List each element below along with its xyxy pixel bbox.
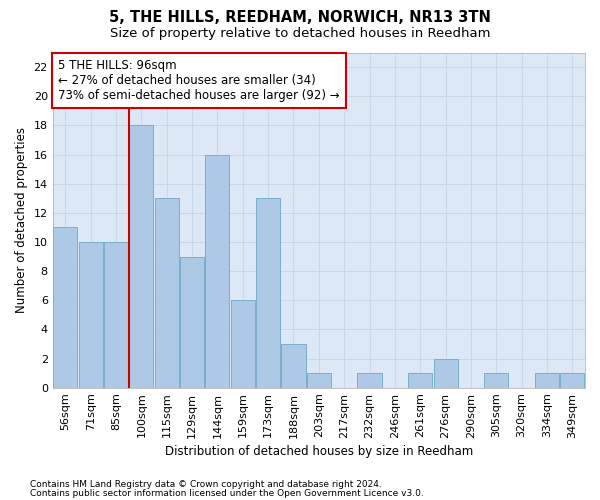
Text: Contains public sector information licensed under the Open Government Licence v3: Contains public sector information licen… [30, 488, 424, 498]
Bar [205, 154, 229, 388]
Text: Size of property relative to detached houses in Reedham: Size of property relative to detached ho… [110, 28, 490, 40]
X-axis label: Distribution of detached houses by size in Reedham: Distribution of detached houses by size … [165, 444, 473, 458]
Bar [281, 344, 305, 388]
Text: 5, THE HILLS, REEDHAM, NORWICH, NR13 3TN: 5, THE HILLS, REEDHAM, NORWICH, NR13 3TN [109, 10, 491, 25]
Bar [560, 373, 584, 388]
Bar [434, 358, 458, 388]
Bar [307, 373, 331, 388]
Bar [408, 373, 432, 388]
Text: 5 THE HILLS: 96sqm
← 27% of detached houses are smaller (34)
73% of semi-detache: 5 THE HILLS: 96sqm ← 27% of detached hou… [58, 59, 340, 102]
Bar [358, 373, 382, 388]
Bar [535, 373, 559, 388]
Text: Contains HM Land Registry data © Crown copyright and database right 2024.: Contains HM Land Registry data © Crown c… [30, 480, 382, 489]
Bar [256, 198, 280, 388]
Bar [484, 373, 508, 388]
Bar [155, 198, 179, 388]
Y-axis label: Number of detached properties: Number of detached properties [15, 127, 28, 313]
Bar [104, 242, 128, 388]
Bar [53, 228, 77, 388]
Bar [130, 126, 154, 388]
Bar [79, 242, 103, 388]
Bar [231, 300, 255, 388]
Bar [180, 256, 204, 388]
